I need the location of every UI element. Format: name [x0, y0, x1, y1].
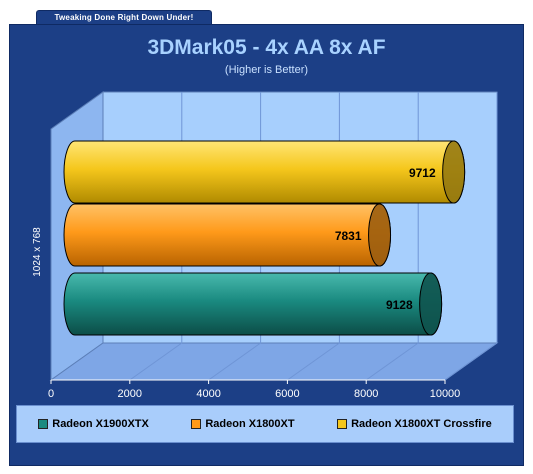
legend-swatch-x1800xt — [191, 419, 202, 429]
x-tick-label: 8000 — [354, 388, 378, 400]
plot-floor — [49, 342, 499, 381]
chart-legend: Radeon X1900XTX Radeon X1800XT Radeon X1… — [16, 405, 514, 443]
floor-gridline — [287, 342, 340, 381]
y-axis-label: 1024 x 768 — [32, 227, 43, 277]
legend-item-x1800xt: Radeon X1800XT — [191, 418, 295, 430]
x-tick-label: 10000 — [430, 388, 461, 400]
x-tick-label: 6000 — [275, 388, 299, 400]
floor-gridline — [129, 342, 183, 381]
bar-cap — [419, 272, 443, 336]
legend-label-x1800xt: Radeon X1800XT — [205, 418, 295, 430]
chart-title: 3DMark05 - 4x AA 8x AF — [147, 36, 386, 59]
bar-cap — [368, 203, 392, 267]
bar-cap-shade — [419, 273, 442, 335]
legend-item-x1800xt-crossfire: Radeon X1800XT Crossfire — [337, 418, 492, 430]
x-tick-label: 4000 — [196, 388, 220, 400]
legend-label-x1900xtx: Radeon X1900XTX — [52, 418, 149, 430]
legend-item-x1900xtx: Radeon X1900XTX — [38, 418, 149, 430]
legend-swatch-x1800xt-crossfire — [337, 419, 348, 429]
floor-gridline — [365, 342, 419, 381]
x-tick-label: 0 — [48, 388, 54, 400]
bar-radeon-x1900xtx: 9128 — [63, 272, 443, 336]
bar-cap-shade — [368, 204, 391, 266]
legend-label-x1800xt-crossfire: Radeon X1800XT Crossfire — [351, 418, 492, 430]
bar-value-label: 9128 — [386, 298, 413, 312]
chart-subtitle: (Higher is Better) — [224, 64, 309, 76]
site-tagline: Tweaking Done Right Down Under! — [36, 10, 212, 25]
bar-cap — [442, 140, 466, 204]
floor-gridline — [208, 342, 261, 381]
bar-radeon-x1800xt-crossfire: 9712 — [63, 140, 466, 204]
x-tick-label: 2000 — [118, 388, 142, 400]
bar-value-label: 7831 — [335, 229, 362, 243]
bar-cap-shade — [442, 141, 465, 203]
bar-body — [63, 140, 466, 204]
bar-radeon-x1800xt: 7831 — [63, 203, 392, 267]
bar-value-label: 9712 — [409, 166, 436, 180]
floor-gridline — [444, 342, 498, 381]
legend-swatch-x1900xtx — [38, 419, 49, 429]
